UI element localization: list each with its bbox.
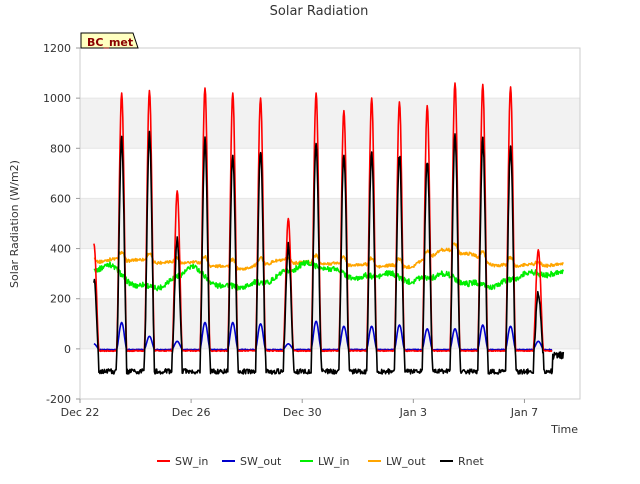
site-badge-label: BC_met xyxy=(87,36,133,49)
y-tick-label: 0 xyxy=(64,343,71,356)
chart-title: Solar Radiation xyxy=(270,4,369,19)
x-tick-label: Jan 7 xyxy=(510,406,538,419)
y-axis-label: Solar Radiation (W/m2) xyxy=(8,160,21,288)
x-tick-label: Dec 22 xyxy=(61,406,100,419)
series-line-lw-in xyxy=(93,259,565,292)
y-tick-label: 1200 xyxy=(43,42,71,55)
x-tick-label: Jan 3 xyxy=(399,406,427,419)
grid-band xyxy=(80,298,580,349)
legend-label: Rnet xyxy=(458,455,484,468)
series-layer xyxy=(93,82,565,375)
legend-label: SW_out xyxy=(240,455,282,468)
x-tick-label: Dec 26 xyxy=(172,406,211,419)
x-axis-label: Time xyxy=(550,423,578,436)
legend-label: SW_in xyxy=(175,455,208,468)
x-tick-label: Dec 30 xyxy=(283,406,322,419)
series-line-rnet xyxy=(93,130,565,375)
y-tick-label: 400 xyxy=(50,243,71,256)
y-tick-label: 600 xyxy=(50,192,71,205)
grid-band xyxy=(80,98,580,149)
y-tick-label: -200 xyxy=(46,393,71,406)
y-tick-label: 800 xyxy=(50,142,71,155)
site-badge: BC_met xyxy=(80,32,139,49)
grid-band xyxy=(80,198,580,249)
y-tick-label: 200 xyxy=(50,293,71,306)
legend: SW_in SW_out LW_in LW_out Rnet xyxy=(157,455,484,468)
legend-label: LW_in xyxy=(318,455,350,468)
legend-label: LW_out xyxy=(386,455,426,468)
y-tick-label: 1000 xyxy=(43,92,71,105)
plot-frame xyxy=(79,47,581,400)
x-axis: Dec 22 Dec 26 Dec 30 Jan 3 Jan 7 xyxy=(61,399,538,419)
series-line-sw-out xyxy=(93,320,553,351)
series-line-sw-in xyxy=(93,82,553,353)
site-badge-box xyxy=(80,32,139,49)
y-axis: -200 0 200 400 600 800 1000 1200 xyxy=(43,42,80,406)
